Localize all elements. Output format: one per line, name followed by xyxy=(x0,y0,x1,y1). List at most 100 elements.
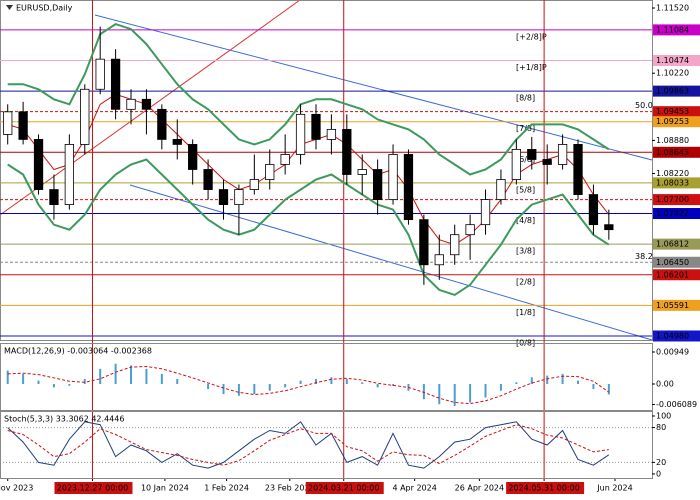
price-box-label: 1.06812 xyxy=(656,240,689,249)
x-tick-label: 23 Feb 2024 xyxy=(265,484,315,493)
candle-body xyxy=(372,169,383,200)
candle-body xyxy=(80,88,90,145)
stoch-line xyxy=(7,424,609,466)
price-box xyxy=(653,106,700,118)
candle-body xyxy=(265,164,275,180)
candle-body xyxy=(542,159,552,165)
channel-upper xyxy=(94,14,653,161)
price-box-label: 1.09453 xyxy=(656,107,689,116)
level-label: [0/8] xyxy=(516,338,535,347)
price-box-label: 1.09253 xyxy=(656,117,689,126)
price-box xyxy=(653,208,700,220)
candle-body xyxy=(234,189,244,206)
indicator-line xyxy=(7,23,610,176)
candle-body xyxy=(18,111,28,140)
y-tick-label: 1.11520 xyxy=(656,4,689,13)
candle-body xyxy=(311,113,321,140)
y-tick-label: 0.00949 xyxy=(656,348,689,357)
level-label: [4/8] xyxy=(516,216,535,225)
y-tick-label: 0 xyxy=(656,469,661,478)
price-box xyxy=(653,238,700,250)
candle-body xyxy=(280,154,290,165)
indicator-line xyxy=(7,158,610,296)
candle-body xyxy=(511,149,521,180)
candle-body xyxy=(450,234,460,256)
candle-body xyxy=(326,128,337,140)
price-box-label: 1.10474 xyxy=(656,56,689,65)
candle-body xyxy=(249,179,259,190)
level-label: 38.2 xyxy=(635,252,653,261)
level-label: [+2/8]P xyxy=(516,32,547,41)
price-box xyxy=(653,269,700,281)
x-tick-label: Jun 2024 xyxy=(596,484,632,493)
candle-body xyxy=(64,144,75,206)
candle-body xyxy=(203,169,213,190)
signal-line xyxy=(7,365,610,405)
x-tick-label: 2024.03.21 00:00 xyxy=(308,484,379,493)
x-tick-label: 2024.05.31 00:00 xyxy=(508,484,579,493)
level-label: [3/8] xyxy=(516,247,535,256)
y-tick-label: 1.08220 xyxy=(656,169,689,178)
panel-frame xyxy=(0,411,653,479)
price-box-label: 1.08643 xyxy=(656,148,689,157)
candle-body xyxy=(126,98,136,110)
panel-title: Stoch(5,3,3) 33.3062 42.4446 xyxy=(4,415,124,424)
candle-body xyxy=(218,189,229,206)
level-label: [2/8] xyxy=(516,277,535,286)
candle-body xyxy=(403,154,414,221)
candle-body xyxy=(573,144,583,195)
price-box-label: 1.04980 xyxy=(656,331,689,340)
y-tick-label: -0.006089 xyxy=(656,400,697,409)
price-box xyxy=(653,299,700,311)
panel-frame xyxy=(0,343,653,411)
candle-body xyxy=(419,219,429,266)
y-tick-label: 20 xyxy=(656,458,666,467)
x-tick-label: 23 Nov 2023 xyxy=(0,484,33,493)
candle-body xyxy=(604,224,614,231)
x-tick-label: 2023.12.27 00:00 xyxy=(57,484,128,493)
level-label: [6/8] xyxy=(516,155,535,164)
candle-body xyxy=(496,179,506,200)
y-tick-label: 100 xyxy=(656,411,671,420)
x-tick-label: 1 Feb 2024 xyxy=(204,484,249,493)
level-label: 50.0 xyxy=(635,101,653,110)
price-box-label: 1.09863 xyxy=(656,87,689,96)
level-label: [1/8] xyxy=(516,308,535,317)
candle-body xyxy=(527,149,537,160)
candle-body xyxy=(557,144,568,165)
level-label: [5/8] xyxy=(516,185,535,194)
price-box xyxy=(653,256,700,268)
price-box-label: 1.07700 xyxy=(656,195,689,204)
candle-body xyxy=(388,154,398,200)
candle-body xyxy=(172,139,182,145)
price-box-label: 1.06201 xyxy=(656,270,689,279)
price-box-label: 1.07422 xyxy=(656,209,689,218)
level-label: [8/8] xyxy=(516,94,535,103)
candle-body xyxy=(33,139,44,190)
candle-body xyxy=(357,169,367,175)
level-label: [7/8] xyxy=(516,124,535,133)
date-highlight xyxy=(506,482,585,494)
candle-body xyxy=(95,58,105,90)
y-tick-label: 0.00 xyxy=(656,380,674,389)
candle-body xyxy=(157,108,167,140)
date-highlight xyxy=(305,482,384,494)
y-tick-label: 80 xyxy=(656,423,666,432)
price-box xyxy=(653,116,700,128)
price-box xyxy=(653,330,700,342)
candle-body xyxy=(110,58,121,110)
indicator-line xyxy=(7,93,610,246)
candle-body xyxy=(188,144,198,170)
y-tick-label: 1.10220 xyxy=(656,69,689,78)
candle-body xyxy=(141,98,152,110)
panel-title: MACD(12,26,9) -0.003064 -0.002368 xyxy=(4,347,152,356)
price-box-label: 1.06450 xyxy=(656,258,689,267)
price-box-label: 1.05591 xyxy=(656,301,689,310)
x-tick-label: 10 Jan 2024 xyxy=(141,484,189,493)
candle-body xyxy=(342,128,352,175)
date-highlight xyxy=(54,482,133,494)
price-box-label: 1.11084 xyxy=(656,25,689,34)
price-box xyxy=(653,85,700,97)
candle-body xyxy=(49,189,59,206)
